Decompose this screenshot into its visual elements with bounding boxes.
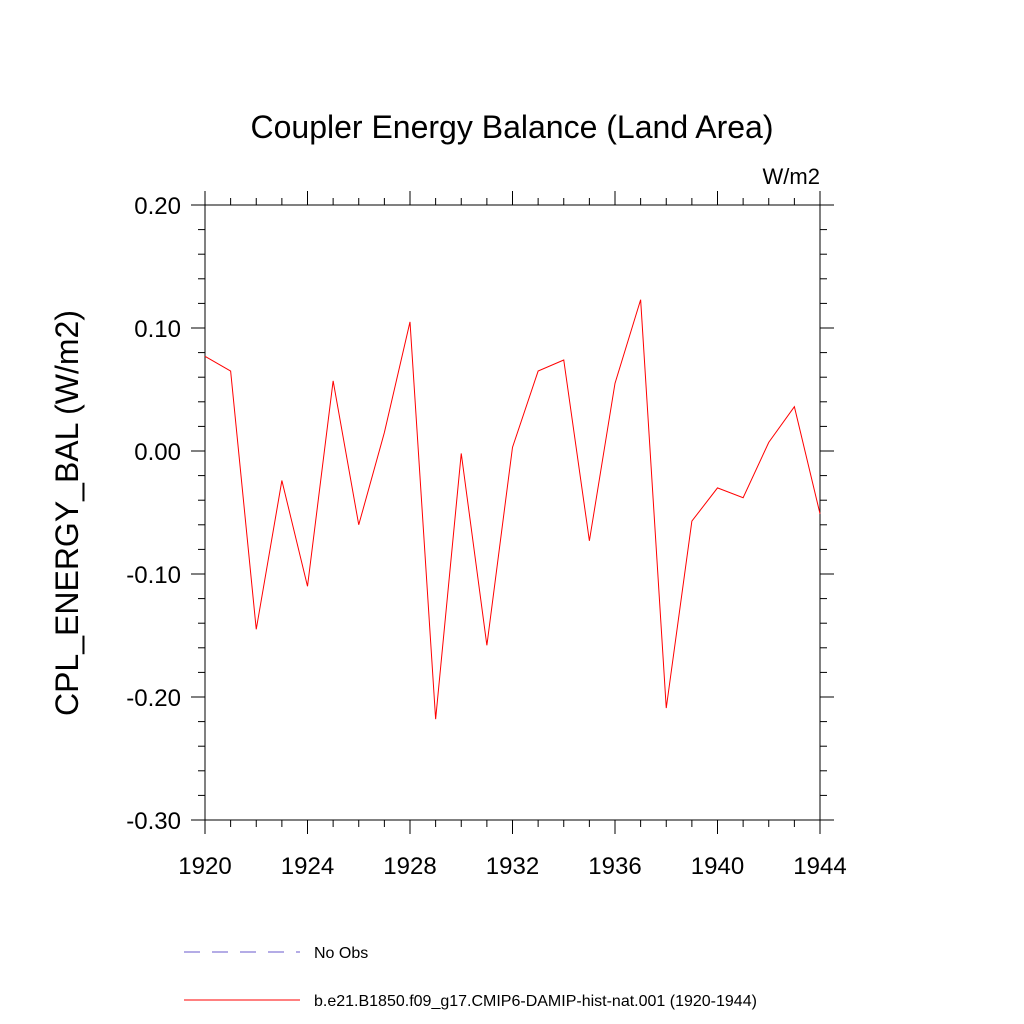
y-tick-label: 0.20 xyxy=(134,193,181,220)
axis-ticks xyxy=(191,191,834,834)
series-line xyxy=(204,299,821,720)
series-layer xyxy=(204,299,821,720)
legend: No Obs b.e21.B1850.f09_g17.CMIP6-DAMIP-hi… xyxy=(184,945,757,1010)
y-tick-label: 0.10 xyxy=(134,316,181,343)
chart-title: Coupler Energy Balance (Land Area) xyxy=(251,109,774,145)
y-tick-label: 0.00 xyxy=(134,439,181,466)
axis-tick-labels: 1920 1924 1928 1932 1936 1940 1944 0.20 0.10 0.00… xyxy=(126,193,846,880)
legend-label: No Obs xyxy=(314,945,368,962)
x-tick-label: 1920 xyxy=(178,853,231,880)
x-tick-label: 1940 xyxy=(691,853,744,880)
y-tick-label: -0.30 xyxy=(126,808,181,835)
legend-label: b.e21.B1850.f09_g17.CMIP6-DAMIP-hist-nat… xyxy=(314,993,757,1010)
x-tick-label: 1928 xyxy=(383,853,436,880)
y-tick-label: -0.20 xyxy=(126,685,181,712)
x-tick-label: 1932 xyxy=(486,853,539,880)
y-axis-label: CPL_ENERGY_BAL (W/m2) xyxy=(49,310,85,716)
x-tick-label: 1924 xyxy=(281,853,334,880)
x-tick-label: 1936 xyxy=(588,853,641,880)
plot-border xyxy=(204,204,821,821)
plot-area xyxy=(204,204,821,821)
y-tick-label: -0.10 xyxy=(126,562,181,589)
units-label: W/m2 xyxy=(763,164,820,189)
x-tick-label: 1944 xyxy=(793,853,846,880)
